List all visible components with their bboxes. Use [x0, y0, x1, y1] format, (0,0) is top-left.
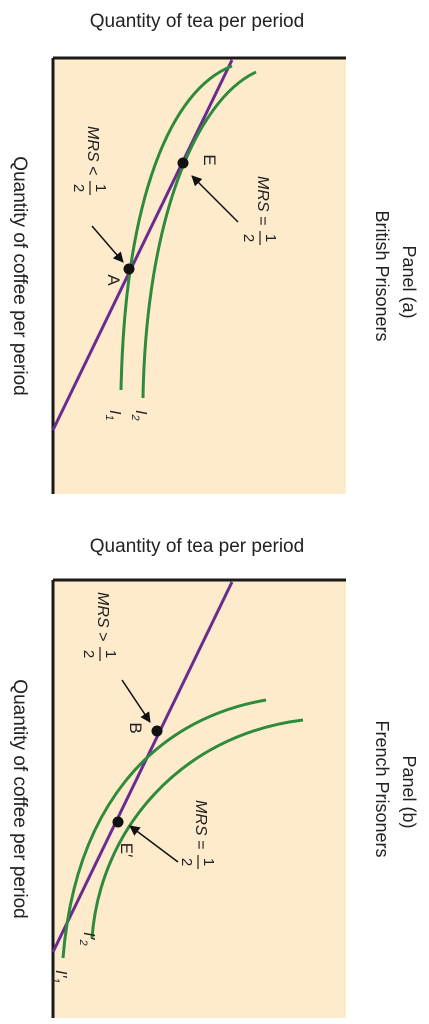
panel-a-curve-label-i2: I2: [129, 410, 149, 421]
svg-text:1: 1: [200, 858, 217, 866]
panel-b-point-e-prime: [112, 816, 124, 828]
panel-b: Quantity of tea per period Quantity of c…: [9, 536, 419, 1018]
svg-text:1: 1: [102, 650, 119, 658]
panel-a-curve-label-i1: I1: [103, 410, 123, 421]
panel-a-point-e-label: E: [200, 154, 219, 165]
panel-a-coffee-axis-label: Quantity of coffee per period: [9, 156, 30, 395]
panel-b-curve-label-i2: I′2: [77, 932, 97, 946]
panel-b-label: Panel (b): [399, 755, 419, 828]
panel-b-arrow-e-prime: [129, 825, 179, 863]
panel-b-arrow-b: [121, 679, 151, 723]
svg-text:I′2: I′2: [77, 932, 97, 946]
panel-b-point-b-label: B: [126, 722, 145, 733]
svg-text:2: 2: [178, 858, 195, 866]
panel-a-mrs-e-annotation: MRS = 1 2: [240, 176, 279, 245]
panel-b-point-b: [151, 725, 163, 737]
panel-b-mrs-e-prime-annotation: MRS = 1 2: [178, 800, 217, 869]
svg-text:A: A: [104, 274, 123, 286]
panel-a-arrow-e: [191, 175, 239, 223]
panel-a-plot-area: [53, 58, 346, 494]
panel-a-subtitle: British Prisoners: [372, 210, 392, 341]
svg-text:1: 1: [92, 184, 109, 192]
panel-a-indifference-curve-1: [119, 64, 233, 391]
svg-text:I′1: I′1: [49, 970, 69, 984]
svg-text:2: 2: [80, 650, 97, 658]
svg-text:2: 2: [240, 234, 257, 242]
svg-text:MRS =: MRS =: [192, 800, 209, 849]
panel-b-indifference-curve-2: [90, 718, 304, 939]
panel-b-plot-area: [53, 580, 346, 1018]
svg-text:E′: E′: [117, 843, 136, 858]
svg-text:B: B: [126, 722, 145, 733]
panel-a-point-e: [177, 157, 189, 169]
panel-a: Quantity of tea per period Quantity of c…: [9, 11, 419, 494]
svg-text:MRS =: MRS =: [254, 176, 271, 225]
panel-a-indifference-curve-2: [141, 70, 257, 399]
panel-a-tea-axis-label: Quantity of tea per period: [90, 11, 304, 32]
panel-b-budget-line: [51, 581, 234, 953]
panel-b-tea-axis-label: Quantity of tea per period: [90, 536, 304, 557]
svg-text:1: 1: [262, 234, 279, 242]
panel-b-indifference-curve-1: [61, 698, 267, 959]
panel-a-label: Panel (a): [399, 245, 419, 318]
panel-a-budget-line: [51, 59, 234, 431]
panel-b-subtitle: French Prisoners: [372, 720, 392, 857]
panel-b-point-e-prime-label: E′: [117, 843, 136, 858]
panel-a-point-a: [123, 263, 135, 275]
svg-text:MRS <: MRS <: [84, 126, 101, 175]
svg-text:I1: I1: [103, 410, 123, 421]
panel-a-point-a-label: A: [104, 274, 123, 286]
panel-b-coffee-axis-label: Quantity of coffee per period: [9, 679, 30, 918]
panel-a-arrow-a: [91, 225, 124, 263]
svg-text:2: 2: [70, 184, 87, 192]
svg-text:MRS >: MRS >: [94, 592, 111, 641]
panel-b-curve-label-i1: I′1: [49, 970, 69, 984]
svg-text:E: E: [200, 154, 219, 165]
panel-b-mrs-b-annotation: MRS > 1 2: [80, 592, 119, 661]
svg-text:I2: I2: [129, 410, 149, 421]
panel-a-mrs-a-annotation: MRS < 1 2: [70, 126, 109, 195]
